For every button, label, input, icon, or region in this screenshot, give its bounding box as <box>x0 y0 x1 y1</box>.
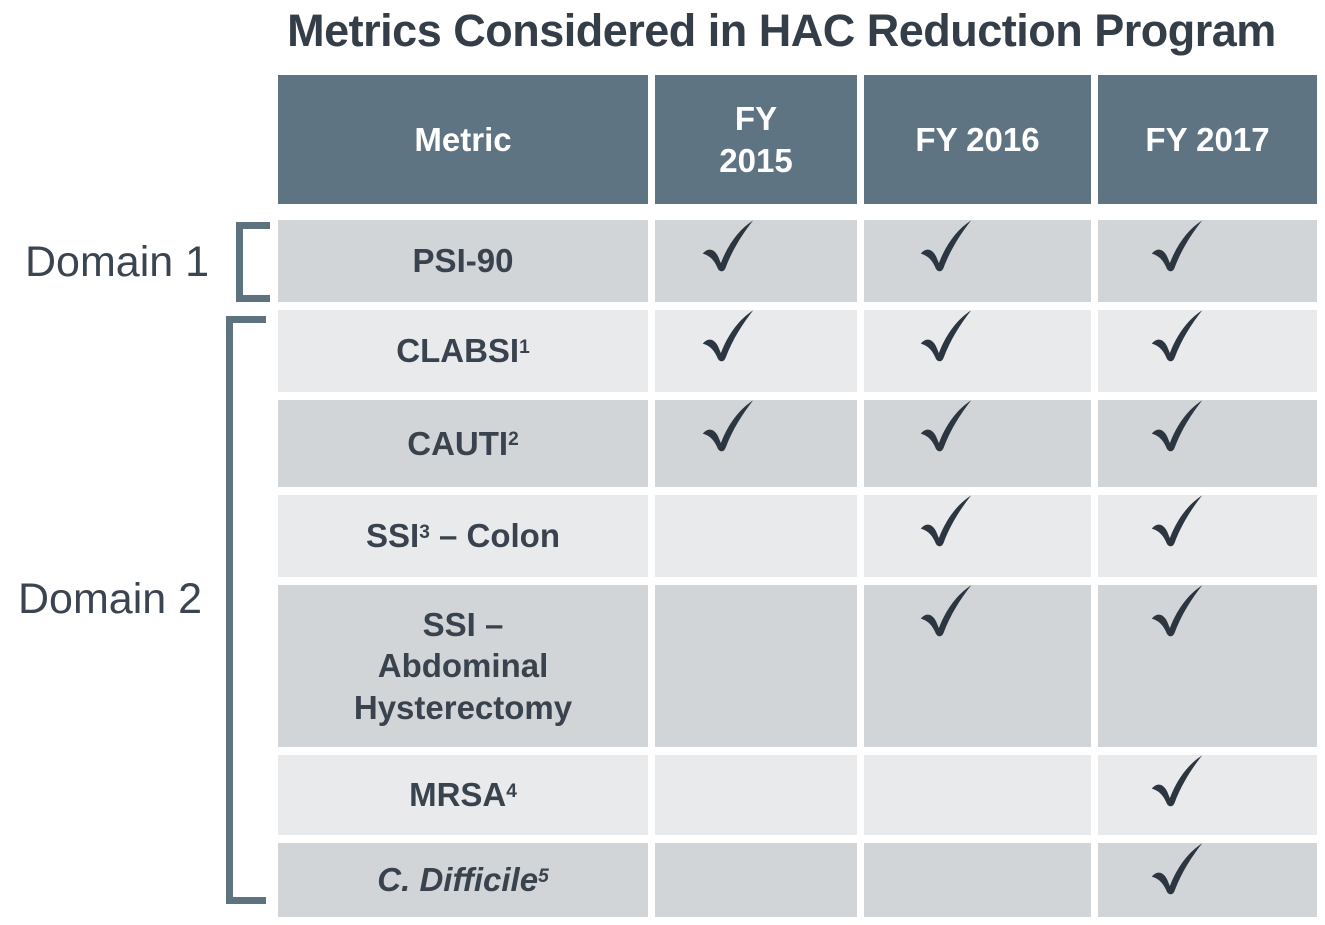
superscript: 3 <box>419 521 430 543</box>
cell-cauti-fy2015 <box>655 400 857 487</box>
metric-cell-ssi-abdominal-hysterectomy: SSI – Abdominal Hysterectomy <box>278 585 648 747</box>
check-icon <box>920 400 971 452</box>
text-part: FY 2017 <box>1145 120 1270 158</box>
check-icon <box>920 220 971 272</box>
superscript: 4 <box>506 780 517 802</box>
check-icon <box>1151 843 1202 895</box>
check-icon <box>702 400 753 452</box>
table-body: PSI-90 CLABSI1 CAUTI2 SSI3 – Colon SSI – Abdo… <box>278 220 1317 925</box>
text-part: Abdominal <box>377 647 549 685</box>
superscript: 2 <box>508 429 519 451</box>
text-part: FY 2016 <box>915 120 1040 158</box>
column-header-fy2016: FY 2016 <box>864 75 1091 204</box>
text-part: 2015 <box>719 141 793 179</box>
cell-c-difficile-fy2016 <box>864 843 1091 917</box>
table-row-clabsi: CLABSI1 <box>278 310 1317 392</box>
text-part: CAUTI <box>407 424 509 462</box>
table-row-psi-90: PSI-90 <box>278 220 1317 302</box>
check-icon <box>920 310 971 362</box>
check-icon <box>1151 585 1202 637</box>
column-header-fy2015: FY 2015 <box>655 75 857 204</box>
cell-c-difficile-fy2017 <box>1098 843 1317 917</box>
text-part: CLABSI <box>396 332 520 370</box>
metric-cell-clabsi: CLABSI1 <box>278 310 648 392</box>
text-part: Hysterectomy <box>353 688 573 726</box>
cell-mrsa-fy2017 <box>1098 755 1317 835</box>
domain-2-bracket <box>226 316 266 904</box>
cell-ssi-abdominal-hysterectomy-fy2015 <box>655 585 857 747</box>
cell-ssi-abdominal-hysterectomy-fy2016 <box>864 585 1091 747</box>
text-part: PSI-90 <box>412 242 514 280</box>
check-icon <box>1151 310 1202 362</box>
domain-1-label: Domain 1 <box>25 238 210 286</box>
domain-2-label: Domain 2 <box>18 575 203 623</box>
check-icon <box>920 585 971 637</box>
cell-ssi-colon-fy2016 <box>864 495 1091 577</box>
text-part: SSI <box>365 517 420 555</box>
text-part: SSI – <box>422 606 504 644</box>
table-header-row: Metric FY 2015 FY 2016 FY 2017 <box>278 75 1317 204</box>
metric-cell-psi-90: PSI-90 <box>278 220 648 302</box>
table-row-cauti: CAUTI2 <box>278 400 1317 487</box>
text-part: MRSA <box>409 776 507 814</box>
metric-cell-mrsa: MRSA4 <box>278 755 648 835</box>
cell-psi-90-fy2016 <box>864 220 1091 302</box>
cell-ssi-colon-fy2015 <box>655 495 857 577</box>
cell-clabsi-fy2016 <box>864 310 1091 392</box>
metric-cell-ssi-colon: SSI3 – Colon <box>278 495 648 577</box>
cell-mrsa-fy2015 <box>655 755 857 835</box>
table-row-mrsa: MRSA4 <box>278 755 1317 835</box>
cell-psi-90-fy2017 <box>1098 220 1317 302</box>
cell-clabsi-fy2017 <box>1098 310 1317 392</box>
table-row-c-difficile: C. Difficile5 <box>278 843 1317 917</box>
check-icon <box>702 220 753 272</box>
metric-cell-c-difficile: C. Difficile5 <box>278 843 648 917</box>
text-part: – Colon <box>429 517 560 555</box>
metric-cell-cauti: CAUTI2 <box>278 400 648 487</box>
page-title: Metrics Considered in HAC Reduction Prog… <box>287 5 1276 56</box>
column-header-metric: Metric <box>278 75 648 204</box>
check-icon <box>1151 755 1202 807</box>
table-row-ssi-colon: SSI3 – Colon <box>278 495 1317 577</box>
cell-cauti-fy2017 <box>1098 400 1317 487</box>
text-part: FY <box>734 100 778 138</box>
column-header-fy2017: FY 2017 <box>1098 75 1317 204</box>
cell-ssi-abdominal-hysterectomy-fy2017 <box>1098 585 1317 747</box>
check-icon <box>702 310 753 362</box>
domain-1-bracket <box>236 222 270 302</box>
table-row-ssi-abdominal-hysterectomy: SSI – Abdominal Hysterectomy <box>278 585 1317 747</box>
superscript: 1 <box>519 336 530 358</box>
superscript: 5 <box>538 865 549 887</box>
cell-psi-90-fy2015 <box>655 220 857 302</box>
check-icon <box>1151 495 1202 547</box>
cell-mrsa-fy2016 <box>864 755 1091 835</box>
cell-c-difficile-fy2015 <box>655 843 857 917</box>
cell-ssi-colon-fy2017 <box>1098 495 1317 577</box>
text-part: Metric <box>414 120 512 158</box>
check-icon <box>1151 400 1202 452</box>
check-icon <box>1151 220 1202 272</box>
text-part: C. Difficile <box>377 861 539 899</box>
cell-cauti-fy2016 <box>864 400 1091 487</box>
cell-clabsi-fy2015 <box>655 310 857 392</box>
check-icon <box>920 495 971 547</box>
